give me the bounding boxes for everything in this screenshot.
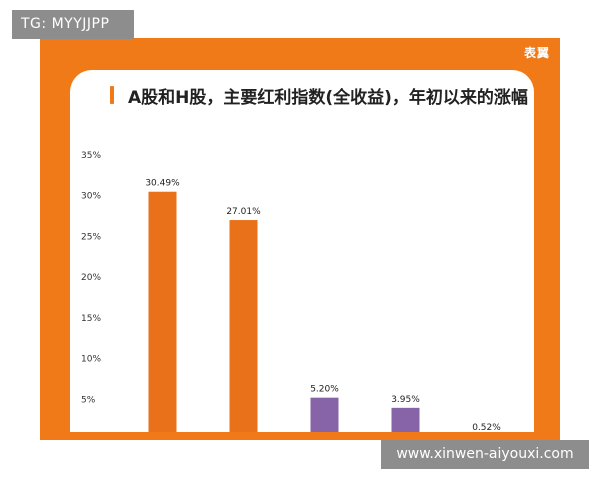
y-tick-label: 15% [81, 314, 101, 324]
data-label: 3.95% [391, 395, 420, 405]
bar [148, 191, 177, 432]
chart-frame: 表翼 A股和H股，主要红利指数(全收益)，年初以来的涨幅 0%5%10%15%2… [40, 38, 560, 440]
data-label: 30.49% [145, 179, 180, 189]
y-tick-label: 30% [81, 192, 101, 202]
y-tick-label: 20% [81, 273, 101, 283]
y-tick-label: 5% [81, 395, 96, 405]
y-tick-label: 35% [81, 151, 101, 161]
bar [229, 220, 258, 432]
tg-watermark-badge: TG: MYYJJPP [12, 10, 134, 39]
bar [391, 407, 420, 432]
title-accent-bar [110, 86, 114, 104]
data-label: 27.01% [226, 207, 261, 217]
data-label: 5.20% [310, 385, 339, 395]
bar-chart: 0%5%10%15%20%25%30%35%30.49%港股通红利（全）27.0… [81, 151, 501, 432]
data-label: 0.52% [472, 423, 501, 432]
brand-logo: 表翼 [523, 46, 550, 60]
y-tick-label: 10% [81, 355, 101, 365]
site-watermark-badge: www.xinwen-aiyouxi.com [381, 440, 589, 469]
chart-title: A股和H股，主要红利指数(全收益)，年初以来的涨幅 [128, 88, 528, 108]
y-tick-label: 25% [81, 232, 101, 242]
bar [310, 397, 339, 432]
chart-card: A股和H股，主要红利指数(全收益)，年初以来的涨幅 0%5%10%15%20%2… [70, 70, 534, 432]
